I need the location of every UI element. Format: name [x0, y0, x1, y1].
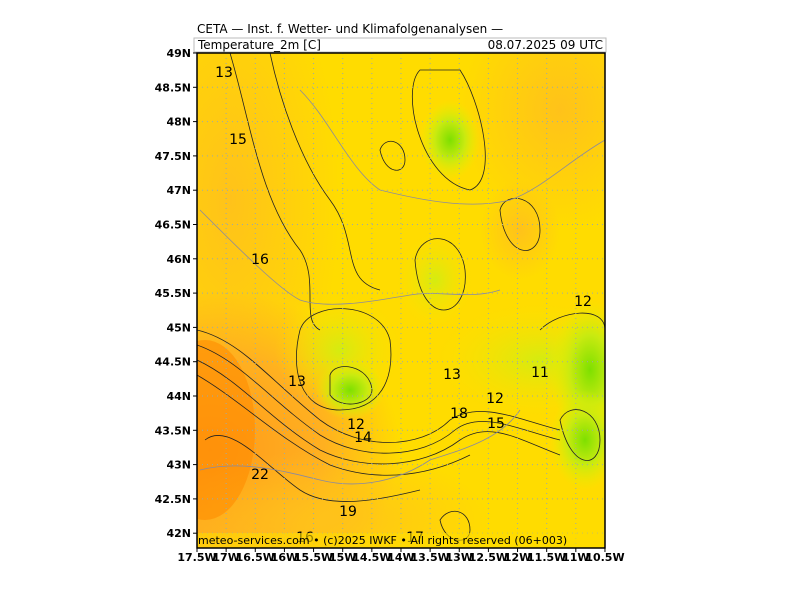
lat-label: 44N [166, 390, 191, 403]
contour-label: 13 [288, 374, 306, 390]
map-field: 13151612131113121214181522191617 meteo-s… [197, 53, 605, 548]
contour-label: 12 [347, 417, 365, 433]
lon-label: 17W [212, 551, 239, 564]
lat-label: 48.5N [155, 81, 191, 94]
graticule [197, 53, 605, 548]
lat-label: 45N [166, 321, 191, 334]
lon-label: 10.5W [585, 551, 624, 564]
contour-label: 15 [229, 132, 247, 148]
lat-label: 47.5N [155, 150, 191, 163]
lon-label: 17.5W [177, 551, 216, 564]
contour-label: 12 [486, 391, 504, 407]
lon-label: 16.5W [236, 551, 275, 564]
lon-label: 12W [504, 551, 531, 564]
lat-label: 43.5N [155, 424, 191, 437]
lon-label: 11W [562, 551, 589, 564]
lat-label: 43N [166, 459, 191, 472]
lat-label: 48N [166, 116, 191, 129]
lat-label: 47N [166, 184, 191, 197]
contour-label: 14 [354, 430, 372, 446]
lon-label: 15.5W [294, 551, 333, 564]
lon-label: 15W [329, 551, 356, 564]
lon-label: 13W [446, 551, 473, 564]
lon-label: 11.5W [527, 551, 566, 564]
lat-label: 44.5N [155, 356, 191, 369]
lat-label: 49N [166, 47, 191, 60]
contour-label: 15 [487, 416, 505, 432]
contour-label: 18 [450, 406, 468, 422]
datetime-label: 08.07.2025 09 UTC [488, 38, 603, 52]
lon-label: 12.5W [469, 551, 508, 564]
lon-label: 13.5W [410, 551, 449, 564]
title: CETA — Inst. f. Wetter- und Klimafolgena… [197, 22, 503, 36]
contour-label: 19 [339, 504, 357, 520]
lon-label: 16W [271, 551, 298, 564]
header-box [193, 37, 607, 53]
lon-label: 14.5W [352, 551, 391, 564]
contour-label: 22 [251, 467, 269, 483]
lat-label: 45.5N [155, 287, 191, 300]
lat-label: 46.5N [155, 219, 191, 232]
axes: 49N 48.5N 48N 47.5N 47N 46.5N 46N 45.5N 45N 44.5N… [155, 47, 625, 564]
contour-label: 11 [531, 365, 549, 381]
lat-label: 42.5N [155, 493, 191, 506]
contour-label: 16 [251, 252, 269, 268]
lat-label: 46N [166, 253, 191, 266]
contour-label: 13 [215, 65, 233, 81]
lat-label: 42N [166, 527, 191, 540]
contour-label: 13 [443, 367, 461, 383]
variable-label: Temperature_2m [C] [197, 38, 321, 52]
footer: meteo-services.com • (c)2025 IWKF • All … [198, 534, 567, 547]
lon-label: 14W [387, 551, 414, 564]
contour-label: 12 [574, 294, 592, 310]
